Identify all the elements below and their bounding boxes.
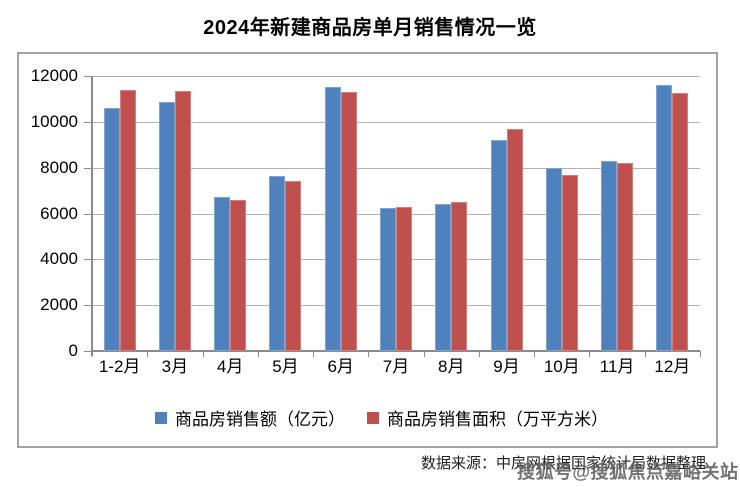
x-axis-tick <box>478 351 480 357</box>
data-source-note: 数据来源：中房网根据国家统计局数据整理 <box>420 455 706 472</box>
y-axis-tick <box>84 213 92 215</box>
x-axis-category-label: 10月 <box>543 357 580 376</box>
x-axis-tick <box>147 351 149 357</box>
legend-swatch-blue <box>155 411 167 424</box>
y-axis-tick <box>84 121 92 123</box>
y-axis-tick-label: 12000 <box>30 66 78 85</box>
legend-swatch-red <box>367 411 379 424</box>
chart-title: 2024年新建商品房单月销售情况一览 <box>203 17 537 39</box>
x-axis-category-label: 5月 <box>272 357 299 376</box>
x-axis-category-label: 11月 <box>599 357 635 376</box>
x-axis-category-label: 8月 <box>438 357 465 376</box>
gridline <box>92 167 700 169</box>
bar-area-10月 <box>561 174 578 351</box>
gridline <box>92 121 700 123</box>
bar-amount-12月 <box>656 85 673 351</box>
y-axis-tick <box>84 259 92 261</box>
y-axis-tick-label: 8000 <box>40 157 78 177</box>
bar-area-3月 <box>174 90 191 351</box>
bar-area-9月 <box>506 128 523 351</box>
x-axis-tick <box>589 351 591 357</box>
bar-area-8月 <box>451 202 468 351</box>
bar-amount-5月 <box>269 175 286 351</box>
y-axis-tick-label: 0 <box>68 341 78 360</box>
bar-area-12月 <box>672 92 689 351</box>
bar-area-4月 <box>230 199 247 351</box>
bar-area-6月 <box>340 92 357 351</box>
legend-label-sales-area: 商品房销售面积（万平方米） <box>387 410 608 429</box>
plot-area <box>84 76 701 357</box>
legend-item-sales-amount: 商品房销售额（亿元） <box>155 405 345 430</box>
x-axis-category-label: 4月 <box>216 357 244 376</box>
bar-area-5月 <box>285 181 302 351</box>
bar-amount-11月 <box>601 160 618 351</box>
bar-area-11月 <box>617 163 634 351</box>
legend-item-sales-area: 商品房销售面积（万平方米） <box>367 405 608 430</box>
bar-amount-10月 <box>545 167 562 351</box>
x-axis-category-label: 1-2月 <box>98 357 141 376</box>
x-axis-tick <box>644 351 646 357</box>
gridline <box>92 76 700 77</box>
x-axis-category-label: 3月 <box>161 357 189 376</box>
x-axis-tick <box>368 351 370 357</box>
bar-amount-9月 <box>490 140 507 351</box>
bar-amount-3月 <box>158 102 175 351</box>
x-axis-tick <box>700 351 701 357</box>
y-axis-tick <box>84 305 92 307</box>
x-axis-category-label: 7月 <box>382 357 410 376</box>
y-axis-tick <box>84 76 92 77</box>
x-axis-category-label: 6月 <box>327 357 354 376</box>
x-axis-tick <box>534 351 536 357</box>
bar-amount-4月 <box>214 197 231 351</box>
y-axis-tick <box>84 351 92 352</box>
gridline <box>92 350 700 352</box>
bar-amount-6月 <box>324 86 341 351</box>
bar-amount-7月 <box>380 208 396 351</box>
x-axis-category-label: 9月 <box>493 357 520 376</box>
x-axis-tick <box>202 351 204 357</box>
x-axis-tick <box>423 351 425 357</box>
y-axis-tick-label: 10000 <box>30 111 78 131</box>
chart-frame: 0 2000 4000 6000 8000 10000 12000 1-2月 3月 4月 5月 6月… <box>17 52 718 448</box>
legend-label-sales-amount: 商品房销售额（亿元） <box>175 410 345 429</box>
bar-area-7月 <box>396 207 412 351</box>
chart-legend: 商品房销售额（亿元） 商品房销售面积（万平方米） <box>33 405 730 430</box>
y-axis-tick-label: 2000 <box>40 295 78 315</box>
x-axis-tick <box>257 351 259 357</box>
y-axis-line <box>91 76 93 356</box>
y-axis-tick <box>84 167 92 169</box>
y-axis-tick-label: 4000 <box>40 249 78 269</box>
bar-area-1-2月 <box>119 89 136 351</box>
bar-amount-1-2月 <box>103 108 120 351</box>
x-axis-tick <box>313 351 315 357</box>
watermark: 搜狐号@搜狐焦点嘉峪关站 <box>517 462 739 482</box>
x-axis-category-label: 12月 <box>654 357 691 376</box>
y-axis-tick-label: 6000 <box>40 203 78 223</box>
bar-amount-8月 <box>435 204 452 351</box>
